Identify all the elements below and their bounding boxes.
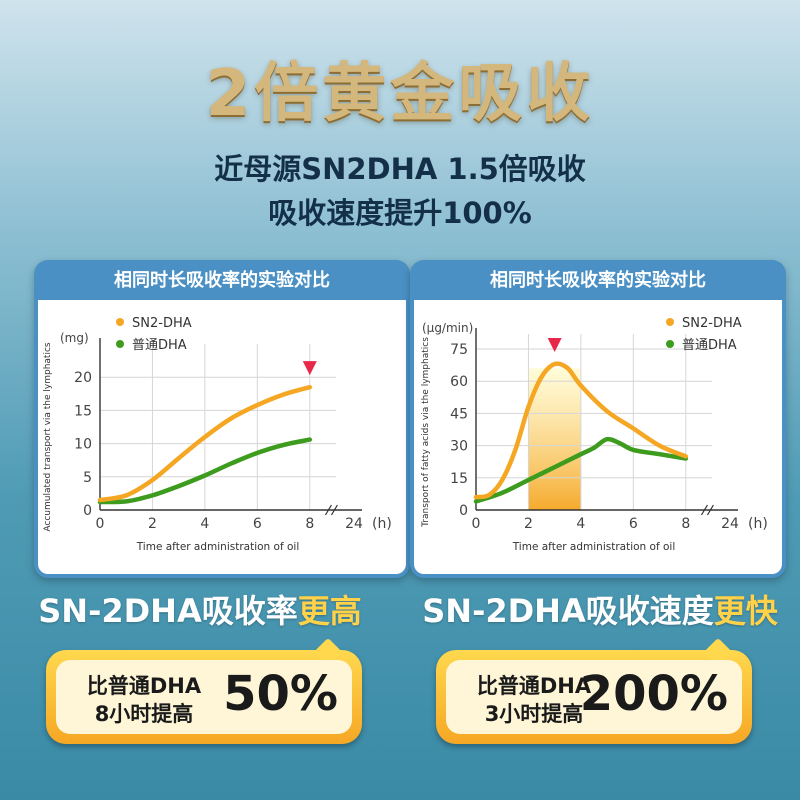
claim-right: SN-2DHA吸收速度更快 [400,586,800,632]
x-tick-label-0: 0 [96,516,105,532]
x-axis-label: Time after administration of oil [136,541,300,553]
legend-label-0: SN2-DHA [682,316,742,331]
headline: 2倍黄金吸收 [205,57,595,131]
y-tick-label-3: 45 [450,406,468,422]
chart-panel-left: 相同时长吸收率的实验对比 0 5 10 15 20 0 2 4 6 8 24 (h) (mg) Time … [34,260,410,578]
x-axis-label: Time after administration of oil [512,541,676,553]
x-tick-label-5: 24 [721,516,739,532]
claim-left: SN-2DHA吸收率更高 [0,586,400,632]
y-tick-label-4: 60 [450,374,468,390]
y-tick-label-0: 0 [459,503,468,519]
legend-label-0: SN2-DHA [132,316,192,331]
series-line-normal-dha [97,437,313,505]
series-line-sn2-dha [473,361,689,500]
x-unit-label: (h) [748,516,768,532]
x-tick-label-0: 0 [472,516,481,532]
y-tick-label-2: 30 [450,439,468,455]
chart-title-right: 相同时长吸收率的实验对比 [490,270,706,291]
legend-label-1: 普通DHA [132,338,187,353]
x-tick-label-4: 8 [681,516,690,532]
red-triangle-marker-icon [302,361,317,376]
y-tick-label-3: 15 [74,403,92,419]
axis-break-mark-1 [700,504,708,516]
legend-dot-1 [666,340,674,348]
badge-right: 比普通DHA 3小时提高 200% [436,637,752,744]
y-tick-label-4: 20 [74,370,92,386]
claim-left-highlight: 更高 [297,592,362,630]
badge-right-percent: 200% [579,666,728,722]
badge-left-percent: 50% [223,666,338,722]
claim-left-prefix: SN-2DHA吸收率 [38,592,298,630]
y-tick-label-1: 5 [83,470,92,486]
highlight-band [528,368,581,510]
y-tick-label-5: 75 [450,342,468,358]
y-unit-label: (μg/min) [422,321,473,335]
x-tick-label-4: 8 [305,516,314,532]
x-tick-label-1: 2 [524,516,533,532]
badge-left-line2: 8小时提高 [94,702,194,726]
badge-left-text: 比普通DHA 8小时提高 [74,672,214,728]
subline-speed: 吸收速度提升100% [268,196,532,230]
x-tick-label-3: 6 [253,516,262,532]
x-tick-label-2: 4 [200,516,209,532]
badge-right-line2: 3小时提高 [484,702,584,726]
x-tick-label-1: 2 [148,516,157,532]
legend-dot-0 [116,318,124,326]
chart-body-left: 0 5 10 15 20 0 2 4 6 8 24 (h) (mg) Time after adminis… [38,300,406,574]
x-unit-label: (h) [372,516,392,532]
axis-break-mark-2 [706,504,714,516]
series-line-normal-dha [473,436,689,504]
chart-title-left: 相同时长吸收率的实验对比 [114,270,330,291]
y-tick-label-1: 15 [450,471,468,487]
badge-right-text: 比普通DHA 3小时提高 [464,672,604,728]
chart-panel-right: 相同时长吸收率的实验对比 0 15 30 45 60 75 0 2 4 6 8 24 (h) (μg/mi… [410,260,786,578]
legend-dot-0 [666,318,674,326]
badge-inner-right: 比普通DHA 3小时提高 200% [446,660,742,734]
subline-absorption: 近母源SN2DHA 1.5倍吸收 [214,152,586,186]
chart-body-right: 0 15 30 45 60 75 0 2 4 6 8 24 (h) (μg/min) Time after … [414,300,782,574]
x-tick-label-2: 4 [576,516,585,532]
axis-break-mark-2 [330,504,338,516]
x-tick-label-5: 24 [345,516,363,532]
axis-break-mark-1 [324,504,332,516]
badge-left: 比普通DHA 8小时提高 50% [46,637,362,744]
red-triangle-marker-icon [547,338,562,353]
y-axis-label: Transport of fatty acids via the lymphat… [421,337,431,528]
legend-label-1: 普通DHA [682,338,737,353]
claim-right-prefix: SN-2DHA吸收速度 [422,592,714,630]
y-tick-label-0: 0 [83,503,92,519]
series-line-sn2-dha [97,384,313,503]
badge-left-line1: 比普通DHA [86,674,202,698]
claim-right-highlight: 更快 [713,592,778,630]
y-unit-label: (mg) [60,331,89,345]
legend-dot-1 [116,340,124,348]
badge-right-line1: 比普通DHA [476,674,592,698]
y-axis-label: Accumulated transport via the lymphatics [43,342,53,532]
y-tick-label-2: 10 [74,437,92,453]
x-tick-label-3: 6 [629,516,638,532]
badge-inner-left: 比普通DHA 8小时提高 50% [56,660,352,734]
